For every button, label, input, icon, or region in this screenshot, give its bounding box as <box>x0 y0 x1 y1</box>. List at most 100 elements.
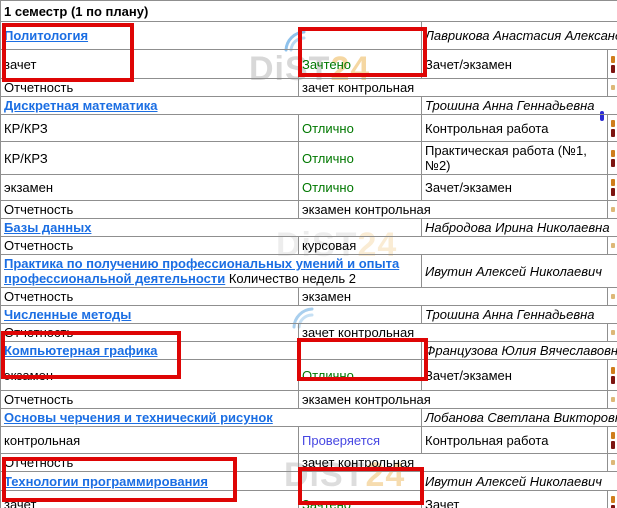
subject-link[interactable]: Базы данных <box>4 220 92 235</box>
clipped-text-fragment <box>611 128 615 137</box>
edge-fragment-cell <box>606 359 617 391</box>
report-value: зачет контрольная <box>298 78 608 97</box>
subject-row: Дискретная математика Трошина Анна Геннад… <box>0 96 617 115</box>
edge-fragment-cell <box>606 200 617 219</box>
clipped-text-fragment <box>611 440 615 449</box>
clipped-text-fragment <box>611 504 615 508</box>
report-label: Отчетность <box>0 390 299 409</box>
subject-row: Политология Лаврикова Анастасия Александр… <box>0 21 617 50</box>
report-label: Отчетность <box>0 200 299 219</box>
report-label: Отчетность <box>0 453 299 472</box>
subject-cell: Основы черчения и технический рисунок <box>0 408 422 427</box>
assessment-type: контрольная <box>0 426 299 454</box>
subject-link[interactable]: Технологии программирования <box>4 473 208 489</box>
semester-header-row: 1 семестр (1 по плану) <box>0 0 617 22</box>
report-row: Отчетность экзамен <box>0 287 617 306</box>
subject-row: Численные методы Трошина Анна Геннадьевна <box>0 305 617 324</box>
subject-row: Технологии программирования Ивутин Алексе… <box>0 471 617 491</box>
semester-title: 1 семестр (1 по плану) <box>0 0 617 22</box>
clipped-text-fragment <box>611 243 615 248</box>
teacher-name: Лаврикова Анастасия Александровна <box>420 21 617 50</box>
grade-row: КР/КРЗ Отлично Контрольная работа <box>0 114 617 142</box>
grade-value: Зачтено <box>298 49 422 79</box>
subject-cell: Компьютерная графика <box>0 341 422 360</box>
report-label: Отчетность <box>0 287 299 306</box>
subject-link[interactable]: Дискретная математика <box>4 98 158 113</box>
report-row: Отчетность экзамен контрольная <box>0 200 617 219</box>
subject-link[interactable]: Политология <box>4 28 89 43</box>
edge-fragment-cell <box>606 287 617 306</box>
grade-text: Отлично <box>302 367 354 383</box>
teacher-name: Трошина Анна Геннадьевна <box>420 96 617 115</box>
subject-cell: Практика по получению профессиональных у… <box>0 254 422 288</box>
clipped-text-fragment <box>611 119 615 127</box>
grade-value: Отлично <box>298 114 422 142</box>
subject-cell: Численные методы <box>0 305 422 324</box>
clipped-text-fragment <box>611 149 615 157</box>
edge-fragment-cell <box>606 49 617 79</box>
grade-value: Отлично <box>298 141 422 175</box>
clipped-text-fragment <box>611 375 615 384</box>
report-row: Отчетность зачет контрольная <box>0 453 617 472</box>
edge-fragment-cell <box>606 390 617 409</box>
grade-value: Зачтено <box>298 490 422 508</box>
assessment-type: КР/КРЗ <box>0 141 299 175</box>
control-type: Контрольная работа <box>421 114 608 142</box>
report-value: зачет контрольная <box>298 453 608 472</box>
report-label: Отчетность <box>0 78 299 97</box>
edge-fragment-cell <box>606 453 617 472</box>
assessment-type: зачет <box>0 490 299 508</box>
control-type: Зачет <box>421 490 608 508</box>
report-label: Отчетность <box>0 236 299 255</box>
report-value: экзамен <box>298 287 608 306</box>
grade-text: Зачтено <box>302 56 352 72</box>
clipped-text-fragment <box>611 158 615 167</box>
control-type: Практическая работа (№1, №2) <box>421 141 608 175</box>
clipped-text-fragment <box>611 294 615 299</box>
grade-value: Отлично <box>298 174 422 201</box>
subject-row: Основы черчения и технический рисунок Лоб… <box>0 408 617 427</box>
edge-fragment-cell <box>606 114 617 142</box>
clipped-text-fragment <box>611 366 615 374</box>
subject-cell: Политология <box>0 21 422 50</box>
subject-cell: Базы данных <box>0 218 422 237</box>
grade-text: Отлично <box>302 180 354 195</box>
report-value: курсовая <box>298 236 608 255</box>
teacher-name: Набродова Ирина Николаевна <box>420 218 617 237</box>
subject-link[interactable]: Компьютерная графика <box>4 343 158 358</box>
teacher-name: Французова Юлия Вячеславовна <box>420 341 617 360</box>
control-type: Зачет/экзамен <box>421 359 608 391</box>
subject-link[interactable]: Основы черчения и технический рисунок <box>4 410 273 425</box>
subject-link[interactable]: Численные методы <box>4 307 132 322</box>
teacher-name: Трошина Анна Геннадьевна <box>420 305 617 324</box>
clipped-text-fragment <box>611 188 615 196</box>
edge-fragment-cell <box>606 174 617 201</box>
report-value: экзамен контрольная <box>298 200 608 219</box>
report-row: Отчетность зачет контрольная <box>0 323 617 342</box>
report-label: Отчетность <box>0 323 299 342</box>
clipped-text-fragment <box>611 431 615 439</box>
report-value: зачет контрольная <box>298 323 608 342</box>
control-type: Зачет/экзамен <box>421 49 608 79</box>
edge-fragment-cell <box>606 78 617 97</box>
assessment-type: зачет <box>0 49 299 79</box>
grade-value: Проверяется <box>298 426 422 454</box>
report-value: экзамен контрольная <box>298 390 608 409</box>
edge-fragment-cell <box>606 141 617 175</box>
control-type: Контрольная работа <box>421 426 608 454</box>
subject-row: Базы данных Набродова Ирина Николаевна <box>0 218 617 237</box>
teacher-name: Ивутин Алексей Николаевич <box>420 471 617 491</box>
subject-cell: Дискретная математика <box>0 96 422 115</box>
subject-link[interactable]: Практика по получению профессиональных у… <box>4 256 400 286</box>
edge-fragment-cell <box>606 323 617 342</box>
teacher-name: Лобанова Светлана Викторовна <box>420 408 617 427</box>
control-type: Зачет/экзамен <box>421 174 608 201</box>
grade-row: зачет Зачтено Зачет/экзамен <box>0 49 617 79</box>
grade-text[interactable]: Проверяется <box>302 432 381 448</box>
grade-row: зачет Зачтено Зачет <box>0 490 617 508</box>
assessment-type: КР/КРЗ <box>0 114 299 142</box>
clipped-text-fragment <box>611 207 615 212</box>
edge-fragment-cell <box>606 490 617 508</box>
